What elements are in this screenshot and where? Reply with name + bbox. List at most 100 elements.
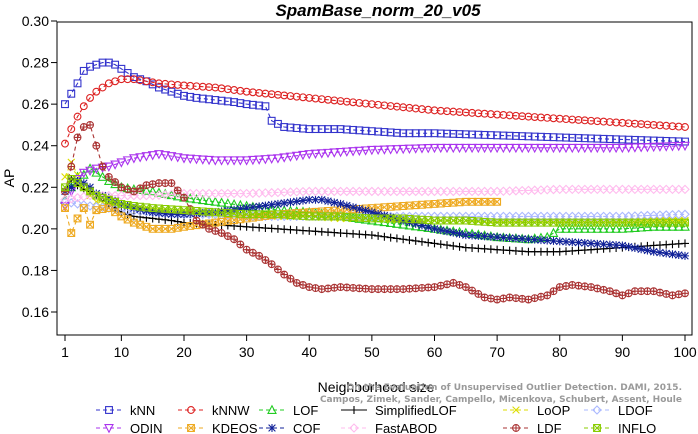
data-point-fastabod: [379, 186, 390, 197]
data-point-ldf: [73, 133, 82, 142]
data-point-lof: [147, 186, 158, 196]
data-point-ldf: [305, 283, 314, 291]
data-point-fastabod: [486, 186, 496, 197]
data-point-fastabod: [561, 184, 571, 195]
data-point-ldf: [587, 283, 596, 291]
data-point-ldof: [554, 211, 565, 222]
data-point-lof: [97, 171, 108, 181]
data-point-ldf: [436, 281, 445, 290]
data-point-ldf: [267, 260, 276, 269]
data-point-ldof: [486, 211, 496, 222]
data-point-fastabod: [235, 188, 246, 199]
data-point-fastabod: [404, 186, 415, 197]
data-point-ldof: [611, 211, 621, 222]
credit-line-1: On the Evaluation of Unsupervised Outlie…: [347, 383, 682, 393]
data-point-ldof: [523, 211, 534, 222]
data-point-ldof: [592, 211, 603, 222]
data-point-simplifiedlof: [386, 233, 395, 242]
data-point-lof: [404, 220, 415, 230]
data-point-ldof: [580, 211, 590, 222]
data-point-knn: [261, 102, 270, 111]
series-ldf: [61, 121, 689, 304]
data-point-ldf: [499, 294, 508, 303]
data-point-ldf: [474, 290, 483, 298]
data-point-ldof: [517, 211, 527, 222]
legend-item-simplifiedlof: SimplifiedLOF: [341, 403, 457, 418]
data-point-cof: [86, 183, 95, 192]
legend: kNN kNNW LOF SimplifiedLOF LoOP LDOF ODIN KDEOS…: [96, 403, 656, 434]
data-point-cof: [173, 210, 182, 219]
data-point-fastabod: [329, 186, 340, 197]
data-point-odin: [636, 143, 647, 153]
data-point-lof: [636, 222, 647, 232]
data-point-odin: [673, 141, 684, 152]
data-point-ldof: [72, 199, 83, 209]
data-point-ldf: [681, 289, 689, 298]
data-point-lof: [554, 223, 565, 233]
x-tick-label: 100: [673, 344, 697, 360]
data-point-cof: [104, 193, 113, 202]
data-point-cof: [681, 251, 689, 260]
data-point-odin: [592, 143, 603, 154]
data-point-ldf: [537, 292, 545, 301]
data-point-fastabod: [110, 190, 120, 201]
data-point-lof: [392, 218, 402, 228]
data-point-fastabod: [392, 186, 402, 197]
data-point-odin: [586, 143, 596, 154]
data-point-simplifiedlof: [374, 231, 383, 240]
data-point-cof: [330, 198, 339, 207]
data-point-lof: [617, 223, 628, 233]
data-point-knnw: [67, 125, 76, 134]
data-point-ldf: [173, 186, 182, 195]
data-point-cof: [255, 202, 264, 211]
data-point-ldof: [542, 211, 553, 222]
x-tick-label: 10: [114, 344, 130, 360]
data-point-ldof: [529, 211, 540, 222]
series-line-odin: [64, 145, 686, 207]
data-point-kdeos: [186, 221, 195, 230]
data-point-knnw: [61, 139, 69, 148]
data-point-cof: [305, 195, 314, 204]
data-point-cof: [424, 223, 433, 232]
data-point-cof: [317, 195, 326, 204]
data-point-cof: [342, 201, 351, 210]
data-point-odin: [260, 155, 271, 165]
data-point-odin: [498, 143, 509, 154]
data-point-cof: [123, 201, 132, 210]
data-point-fastabod: [216, 188, 227, 199]
data-point-fastabod: [648, 184, 659, 195]
series-layer: [60, 58, 690, 304]
data-point-simplifiedlof: [367, 231, 376, 240]
data-point-cof: [486, 232, 495, 241]
data-point-lof: [567, 223, 578, 233]
data-point-cof: [217, 207, 226, 216]
legend-swatch-marker: [104, 424, 114, 434]
data-point-simplifiedlof: [455, 242, 464, 251]
data-point-odin: [561, 143, 571, 154]
data-point-cof: [630, 243, 639, 252]
data-point-ldf: [655, 288, 664, 297]
legend-label: kNNW: [212, 403, 250, 418]
data-point-fastabod: [655, 184, 665, 195]
data-point-fastabod: [573, 184, 584, 195]
data-point-odin: [241, 156, 252, 166]
data-point-ldof: [567, 211, 578, 222]
data-point-cof: [524, 235, 533, 244]
data-point-cof: [568, 238, 577, 247]
data-point-odin: [172, 153, 183, 163]
data-point-odin: [517, 143, 528, 154]
data-point-kdeos: [98, 205, 107, 214]
data-point-ldf: [562, 282, 570, 290]
data-point-odin: [429, 143, 440, 154]
x-tick-label: 90: [615, 344, 631, 360]
data-point-lof: [561, 223, 571, 233]
legend-swatch-marker: [268, 424, 276, 432]
data-point-odin: [492, 143, 503, 154]
data-point-cof: [649, 247, 658, 256]
data-point-cof: [273, 199, 282, 208]
data-point-fastabod: [323, 186, 333, 197]
x-tick-label: 20: [176, 344, 192, 360]
data-point-fastabod: [673, 184, 684, 195]
data-point-loop: [67, 158, 76, 167]
data-point-cof: [154, 208, 163, 217]
